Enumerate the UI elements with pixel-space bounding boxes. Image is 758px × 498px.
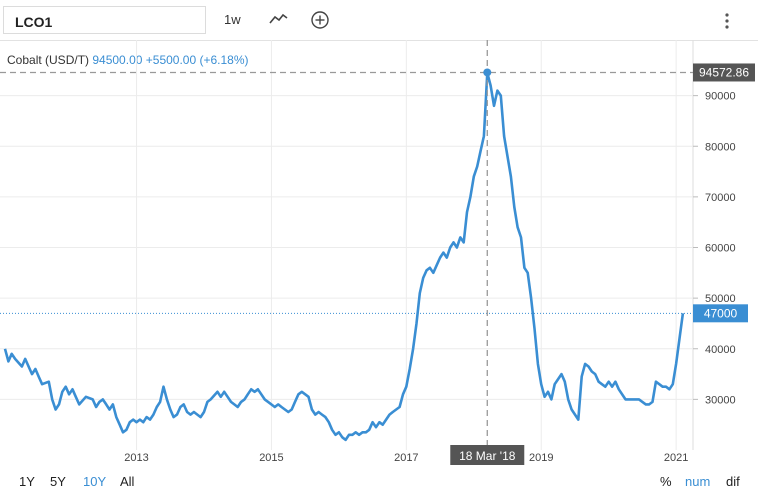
- add-comparison-button[interactable]: [310, 10, 330, 30]
- range-button-1y[interactable]: 1Y: [19, 474, 35, 489]
- crosshair-dot: [483, 68, 492, 77]
- chart-toolbar: LCO1 1w: [0, 0, 758, 41]
- symbol-input[interactable]: LCO1: [3, 6, 206, 34]
- range-button-5y[interactable]: 5Y: [50, 474, 66, 489]
- plus-circle-icon: [311, 11, 329, 29]
- crosshair-date-tag: 18 Mar '18: [450, 445, 525, 465]
- legend-series-name: Cobalt (USD/T): [7, 53, 90, 67]
- kebab-menu-icon: [725, 13, 729, 29]
- mode-button-num[interactable]: num: [685, 474, 711, 489]
- x-tick-label: 2015: [259, 452, 283, 464]
- crosshair-value-label: 94572.86: [699, 65, 749, 79]
- x-tick-label: 2017: [394, 452, 418, 464]
- legend-change: +5500.00 (+6.18%): [145, 53, 249, 67]
- y-tick-label: 30000: [705, 394, 736, 406]
- chart-legend: Cobalt (USD/T) 94500.00 +5500.00 (+6.18%…: [7, 53, 249, 67]
- price-series-line: [3, 71, 685, 442]
- range-button-all[interactable]: All: [120, 474, 135, 489]
- y-tick-label: 70000: [705, 192, 736, 204]
- y-tick-label: 60000: [705, 243, 736, 255]
- line-chart-icon: [269, 13, 288, 24]
- y-axis-ticks: 30000 40000 50000 60000 70000 80000 90000: [693, 91, 736, 406]
- y-tick-label: 40000: [705, 344, 736, 356]
- period-selector[interactable]: 1w: [224, 12, 241, 27]
- crosshair-date-label: 18 Mar '18: [459, 449, 516, 463]
- y-tick-label: 80000: [705, 141, 736, 153]
- price-chart[interactable]: 2013 2015 2017 2019 2021 30000 40000 50000 6000…: [0, 40, 758, 470]
- crosshair-value-tag: 94572.86: [693, 63, 755, 82]
- more-menu-button[interactable]: [722, 10, 732, 32]
- chart-area[interactable]: 2013 2015 2017 2019 2021 30000 40000 50000 6000…: [0, 40, 758, 470]
- x-axis-ticks: 2013 2015 2017 2019 2021: [124, 452, 688, 464]
- range-button-10y[interactable]: 10Y: [83, 474, 107, 489]
- x-tick-label: 2021: [664, 452, 688, 464]
- mode-button-dif[interactable]: dif: [726, 474, 740, 489]
- x-tick-label: 2013: [124, 452, 148, 464]
- mode-button-percent[interactable]: %: [660, 474, 672, 489]
- legend-price: 94500.00: [92, 53, 143, 67]
- last-price-tag: 47000: [693, 304, 748, 323]
- y-tick-label: 50000: [705, 293, 736, 305]
- chart-type-button[interactable]: [268, 10, 290, 28]
- y-tick-label: 90000: [705, 91, 736, 103]
- x-tick-label: 2019: [529, 452, 553, 464]
- grid-lines: [0, 40, 694, 450]
- last-price-label: 47000: [704, 306, 738, 320]
- bottom-bar: 1Y 5Y 10Y All % num dif: [0, 471, 758, 495]
